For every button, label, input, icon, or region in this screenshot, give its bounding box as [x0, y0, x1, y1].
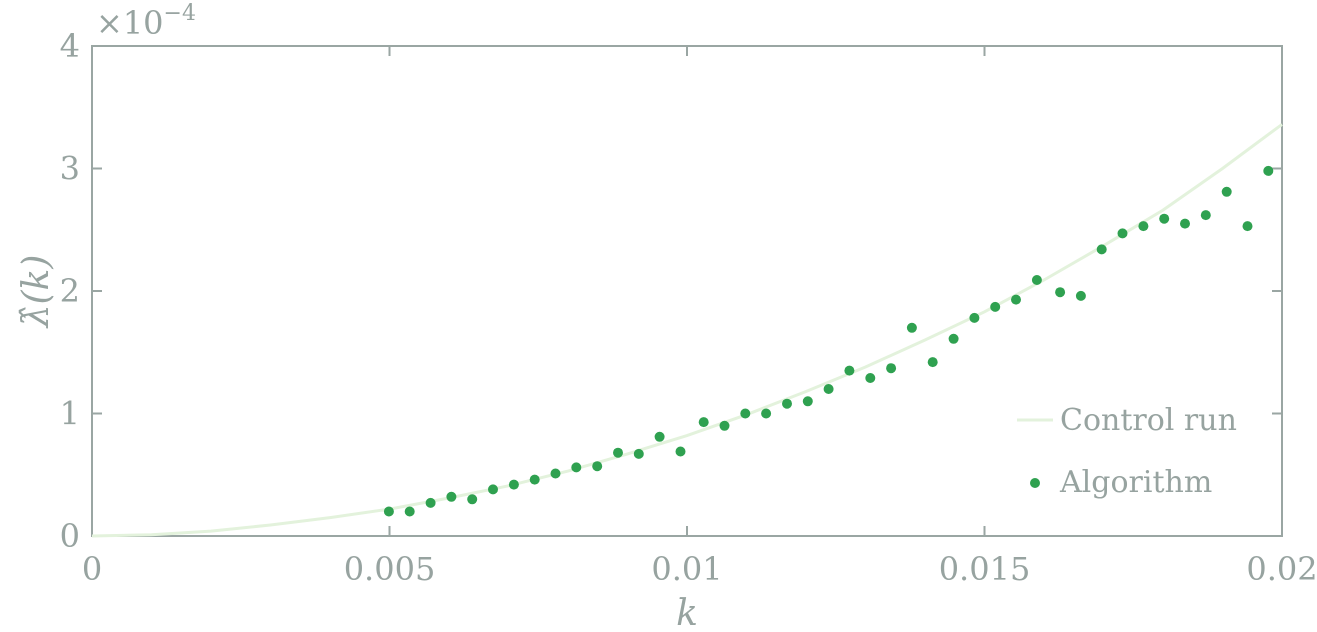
scatter-point: [675, 446, 686, 457]
scatter-point: [865, 373, 876, 383]
x-tick-label: 0.005: [344, 550, 436, 588]
scatter-point: [467, 494, 478, 505]
y-tick-label: 4: [60, 27, 80, 65]
scatter-point: [592, 461, 603, 472]
scatter-point: [719, 420, 730, 431]
scatter-point: [698, 417, 709, 428]
scatter-point: [782, 398, 792, 409]
scatter-point: [802, 396, 813, 407]
scatter-point: [948, 333, 959, 344]
scatter-point: [529, 474, 540, 485]
x-axis-label: k: [676, 593, 698, 632]
scatter-point: [823, 384, 834, 394]
scatter-point: [886, 363, 897, 374]
scatter-point: [844, 365, 855, 376]
y-tick-label: 1: [60, 395, 80, 433]
scatter-point: [906, 322, 917, 333]
y-tick-label: 0: [60, 517, 80, 555]
legend-marker-swatch: [1030, 478, 1040, 488]
legend-label-control: Control run: [1060, 403, 1237, 438]
scatter-point: [488, 484, 498, 495]
y-exponent-label: ×10−4: [96, 1, 196, 42]
scatter-point: [1200, 210, 1211, 221]
scatter-point: [1263, 165, 1274, 176]
scatter-point: [1055, 287, 1066, 298]
scatter-point: [654, 431, 665, 442]
y-tick-label: 2: [60, 272, 80, 310]
series-line-control-run: [91, 123, 1283, 538]
scatter-point: [740, 408, 751, 419]
legend: Control run Algorithm: [1017, 403, 1237, 500]
x-tick-label: 0.015: [939, 550, 1031, 588]
y-exponent-base: ×10: [96, 4, 164, 42]
scatter-point: [404, 506, 415, 517]
scatter-point: [425, 497, 436, 508]
scatter-point: [1180, 218, 1190, 229]
scatter-point: [1011, 294, 1021, 305]
scatter-point: [1138, 221, 1149, 232]
series-layer: [91, 123, 1283, 538]
scatter-point: [1242, 221, 1253, 232]
y-exponent-power: −4: [164, 1, 196, 26]
scatter-point: [1075, 290, 1086, 301]
scatter-point: [446, 491, 457, 502]
scatter-point: [508, 479, 519, 490]
scatter-point: [550, 468, 561, 479]
scatter-point: [633, 448, 644, 459]
y-tick-label: 3: [60, 150, 80, 188]
scatter-point: [571, 462, 582, 473]
scatter-point: [1159, 213, 1170, 224]
scatter-point: [383, 506, 394, 517]
x-tick-label: 0.02: [1246, 550, 1317, 588]
x-tick-label: 0.01: [651, 550, 722, 588]
scatter-point: [1096, 244, 1107, 255]
ticks: 0 0.005 0.01 0.015 0.02 0 1 2 3 4: [60, 27, 1317, 588]
scatter-point: [969, 312, 980, 323]
scatter-point: [761, 408, 772, 419]
scatter-point: [927, 357, 938, 368]
x-tick-label: 0: [82, 550, 102, 588]
scatter-point: [1221, 186, 1232, 197]
y-axis-label: λ̂(k): [16, 255, 57, 330]
legend-label-algorithm: Algorithm: [1059, 465, 1212, 500]
scatter-point: [1031, 275, 1042, 285]
scatter-point: [990, 301, 1001, 312]
plot-area: [91, 45, 1283, 537]
scatter-point: [1117, 228, 1128, 239]
scatter-point: [613, 447, 623, 458]
